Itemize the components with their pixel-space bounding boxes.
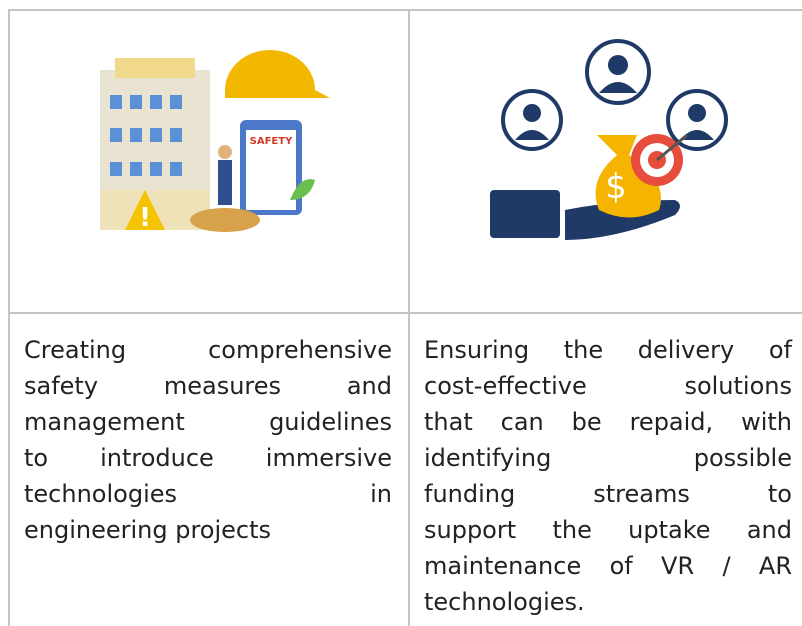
text-line: technologies in xyxy=(24,480,392,508)
text-line: Creating comprehensive xyxy=(24,336,392,364)
cell-text: Ensuring the delivery of cost-effective s… xyxy=(424,332,792,620)
text-line: management guidelines xyxy=(24,408,392,436)
text-line: to introduce immersive xyxy=(24,444,392,472)
funding-illustration: $ xyxy=(490,39,728,240)
dollar-sign: $ xyxy=(605,167,627,207)
text-line: engineering projects xyxy=(24,516,272,544)
svg-text:!: ! xyxy=(139,203,151,233)
text-line: Ensuring the delivery of xyxy=(424,336,792,364)
text-line: funding streams to xyxy=(424,480,792,508)
safety-sign: SAFETY xyxy=(250,136,293,147)
border xyxy=(8,9,802,11)
border xyxy=(408,9,410,626)
cell-text: Creating comprehensive safety measures an… xyxy=(24,332,392,548)
border xyxy=(8,9,10,626)
text-line: support the uptake and xyxy=(424,516,792,544)
text-line: safety measures and xyxy=(24,372,392,400)
border xyxy=(8,312,802,314)
text-line: identifying possible xyxy=(424,444,792,472)
text-line: that can be repaid, with xyxy=(424,408,792,436)
safety-illustration: SAFETY ! xyxy=(100,50,330,233)
text-line: technologies. xyxy=(424,588,585,616)
text-line: cost-effective solutions xyxy=(424,372,792,400)
text-line: maintenance of VR / AR xyxy=(424,552,792,580)
